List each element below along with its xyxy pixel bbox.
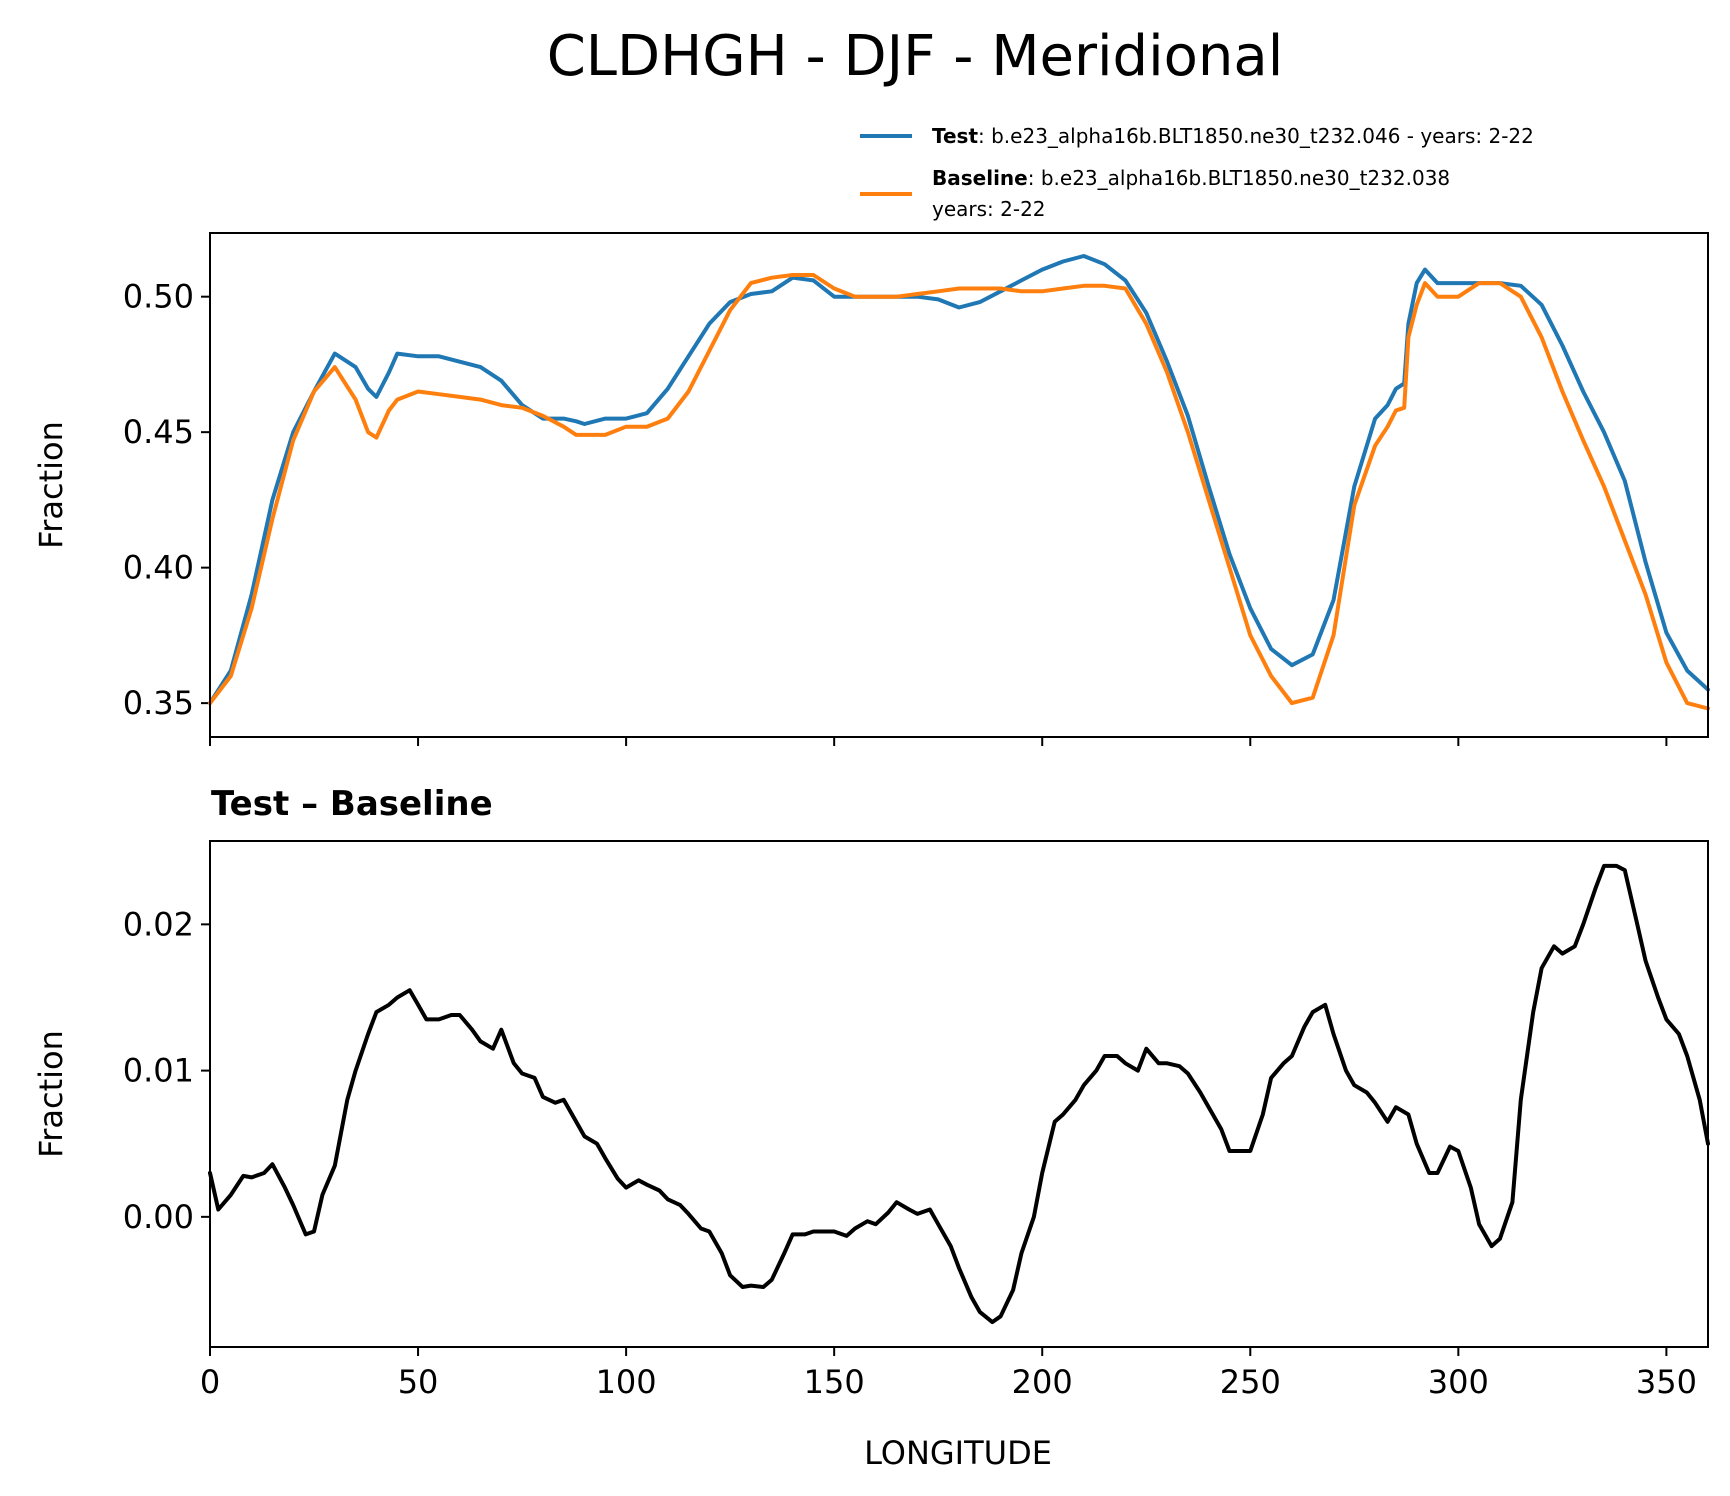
legend-label-test: Test	[932, 124, 978, 148]
legend-desc-test: : b.e23_alpha16b.BLT1850.ne30_t232.046 -…	[978, 124, 1534, 148]
x-tick-label: 350	[1636, 1363, 1697, 1401]
x-axis-label: LONGITUDE	[864, 1434, 1052, 1472]
bottom-y-axis-label: Fraction	[32, 1030, 70, 1158]
bottom-panel-title: Test – Baseline	[211, 784, 493, 824]
y-tick-label: 0.02	[123, 905, 194, 943]
chart-title: CLDHGH - DJF - Meridional	[547, 24, 1284, 89]
legend-entry-baseline: Baseline: b.e23_alpha16b.BLT1850.ne30_t2…	[932, 166, 1450, 190]
x-tick-label: 100	[596, 1363, 657, 1401]
x-tick-label: 50	[398, 1363, 439, 1401]
series-line-test	[208, 254, 1710, 706]
x-tick-label: 0	[200, 1363, 220, 1401]
y-tick-label: 0.45	[123, 413, 194, 451]
x-tick-label: 200	[1012, 1363, 1073, 1401]
top-panel-frame	[209, 232, 1709, 738]
x-tick-label: 300	[1428, 1363, 1489, 1401]
series-line-baseline	[208, 273, 1710, 711]
legend-label-baseline: Baseline	[932, 166, 1028, 190]
bottom-panel: 0.00 0.01 0.02 0 50 100 150 200 250 300 350 Fracti…	[32, 840, 1710, 1472]
top-y-axis-label: Fraction	[32, 421, 70, 549]
top-panel: 0.35 0.40 0.45 0.50 Fraction	[32, 232, 1710, 746]
legend-desc2-baseline: years: 2-22	[932, 197, 1046, 221]
series-line-test-baseline	[208, 863, 1710, 1325]
x-tick-label: 250	[1220, 1363, 1281, 1401]
legend-desc-baseline: : b.e23_alpha16b.BLT1850.ne30_t232.038	[1028, 166, 1450, 190]
y-tick-label: 0.35	[123, 684, 194, 722]
legend-entry-test: Test: b.e23_alpha16b.BLT1850.ne30_t232.0…	[932, 124, 1534, 148]
y-tick-label: 0.00	[123, 1198, 194, 1236]
legend: Test: b.e23_alpha16b.BLT1850.ne30_t232.0…	[860, 124, 1534, 221]
y-tick-label: 0.40	[123, 549, 194, 587]
y-tick-label: 0.01	[123, 1052, 194, 1090]
y-tick-label: 0.50	[123, 278, 194, 316]
bottom-panel-frame	[209, 840, 1709, 1348]
x-tick-label: 150	[804, 1363, 865, 1401]
